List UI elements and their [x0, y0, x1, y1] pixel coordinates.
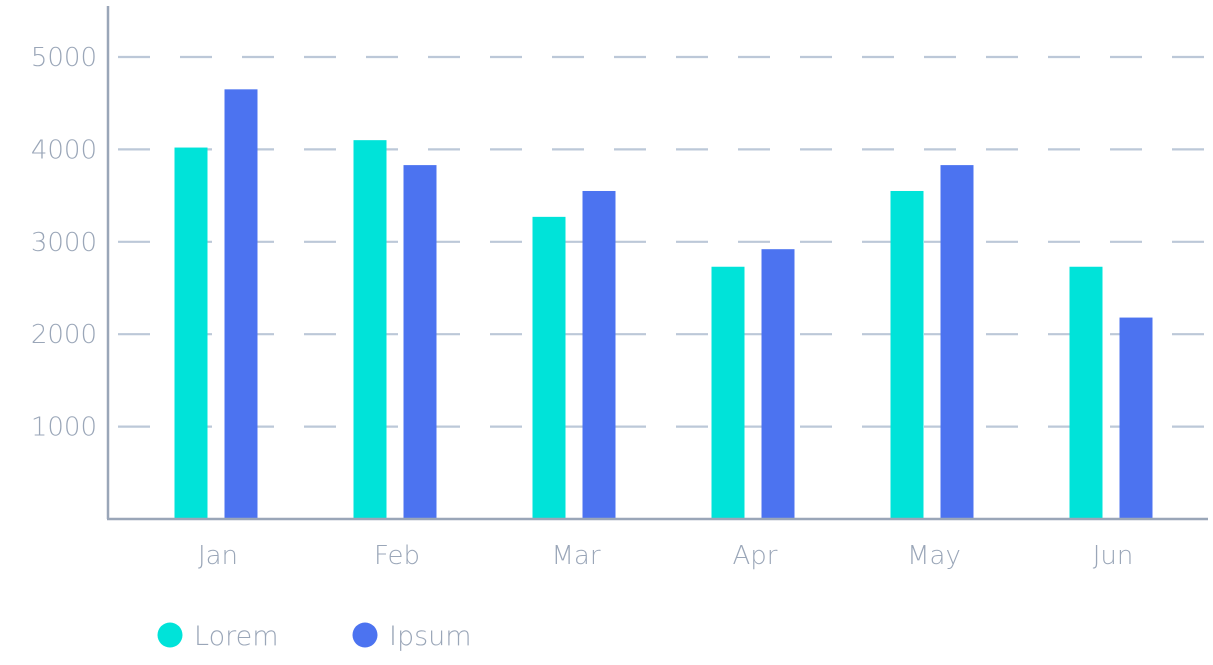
y-tick-label: 5000 — [31, 43, 97, 73]
y-tick-label: 2000 — [31, 320, 97, 350]
bar-lorem-jan — [174, 147, 208, 519]
gridlines — [118, 55, 1210, 428]
x-tick-label: Apr — [733, 541, 778, 571]
y-axis-ticks: 1000 2000 3000 4000 5000 — [31, 43, 97, 443]
bar-lorem-mar — [532, 216, 566, 520]
y-tick-label: 3000 — [31, 228, 97, 258]
legend-label-lorem: Lorem — [194, 621, 279, 652]
x-tick-label: Feb — [374, 541, 420, 571]
bar-ipsum-feb — [403, 165, 437, 519]
bar-ipsum-jan — [224, 89, 258, 519]
bar-lorem-apr — [711, 266, 745, 519]
bars — [174, 89, 1153, 520]
legend: Lorem Ipsum — [157, 621, 472, 652]
bar-ipsum-mar — [582, 190, 616, 520]
bar-lorem-may — [890, 190, 924, 520]
bar-ipsum-apr — [761, 249, 795, 519]
legend-label-ipsum: Ipsum — [389, 621, 472, 652]
x-tick-label: Jun — [1093, 541, 1134, 571]
axes — [106, 6, 1208, 521]
bar-lorem-jun — [1069, 266, 1103, 519]
bar-lorem-feb — [353, 140, 387, 519]
x-tick-label: May — [907, 541, 961, 571]
legend-swatch-ipsum — [352, 622, 378, 648]
legend-swatch-lorem — [157, 622, 183, 648]
x-tick-label: Jan — [198, 541, 238, 571]
x-tick-label: Mar — [551, 541, 600, 571]
bar-ipsum-jun — [1119, 317, 1153, 519]
y-tick-label: 4000 — [31, 135, 97, 165]
bar-ipsum-may — [940, 165, 974, 519]
y-tick-label: 1000 — [31, 413, 97, 443]
x-axis-labels: Jan Feb Mar Apr May Jun — [198, 541, 1133, 571]
